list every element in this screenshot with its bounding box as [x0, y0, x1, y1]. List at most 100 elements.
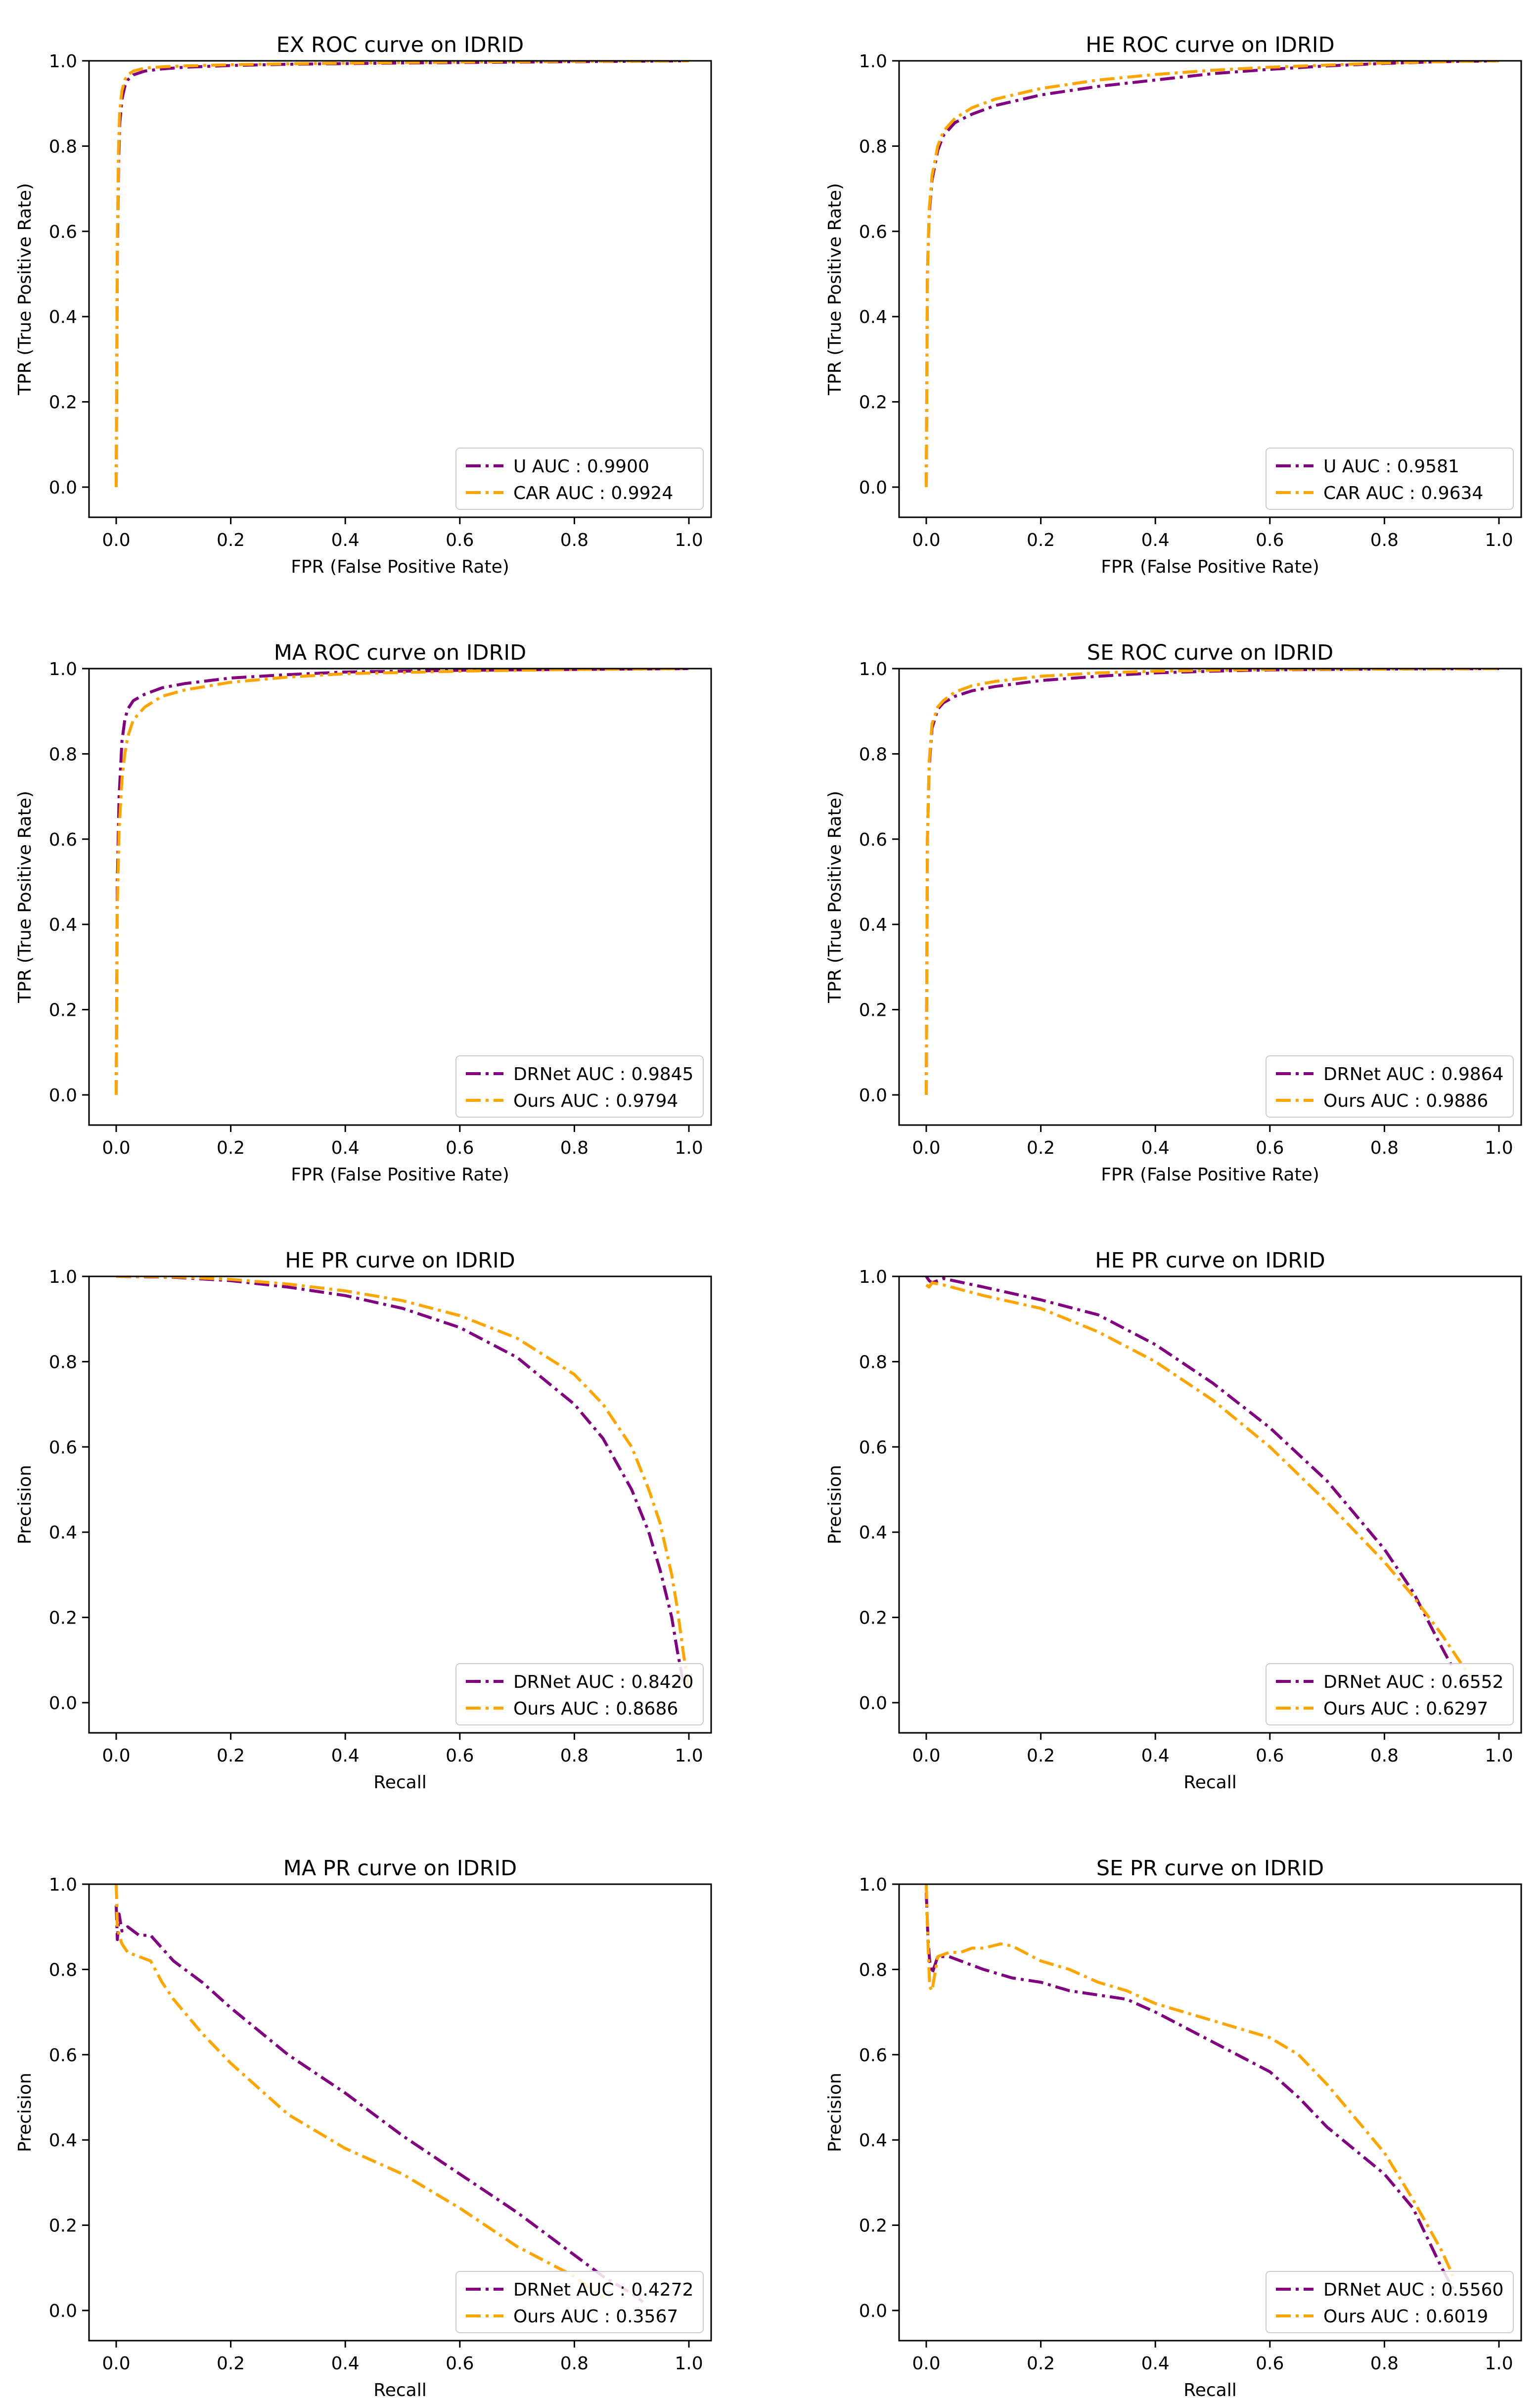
chart-panel-4: 0.0 0.2 0.4 0.6 0.8 1.0 0.0 0.2 0.4 0.6 0.8 1.0 SE R…	[825, 640, 1522, 1185]
plot-frame	[898, 1883, 1522, 2342]
y-tick-label: 0.0	[859, 1086, 887, 1106]
x-axis-label: Recall	[373, 2380, 426, 2398]
y-axis-label: Precision	[825, 2073, 845, 2152]
plot-frame	[898, 1275, 1522, 1734]
y-tick-label: 0.2	[859, 1000, 887, 1021]
legend-box	[455, 1663, 704, 1725]
x-tick-label: 0.2	[217, 1138, 245, 1158]
series-line-2	[925, 1884, 1455, 2277]
x-tick-label: 0.4	[331, 1746, 360, 1766]
legend: U AUC : 0.9900 CAR AUC : 0.9924	[455, 448, 704, 510]
chart-panel-6: 0.0 0.2 0.4 0.6 0.8 1.0 0.0 0.2 0.4 0.6 0.8 1.0 HE P…	[825, 1248, 1522, 1793]
chart-title: MA PR curve on IDRID	[283, 1856, 517, 1881]
x-tick-label: 0.2	[1027, 2353, 1055, 2374]
x-tick-label: 1.0	[1485, 530, 1513, 550]
legend-label-1: U AUC : 0.9581	[1323, 456, 1459, 477]
legend-label-2: Ours AUC : 0.6297	[1323, 1699, 1488, 1719]
x-tick-label: 0.4	[331, 530, 360, 550]
series-line-2	[925, 1281, 1472, 1678]
x-tick-label: 0.4	[1141, 2353, 1170, 2374]
y-tick-label: 0.6	[49, 222, 77, 242]
y-tick-label: 0.8	[49, 744, 77, 765]
x-tick-label: 1.0	[675, 1138, 703, 1158]
y-tick-label: 0.6	[49, 2045, 77, 2066]
y-tick-label: 1.0	[859, 1267, 887, 1287]
y-tick-label: 0.0	[49, 478, 77, 498]
x-tick-label: 1.0	[675, 530, 703, 550]
y-tick-label: 0.6	[49, 1438, 77, 1458]
chart-title: MA ROC curve on IDRID	[274, 640, 526, 665]
y-tick-label: 0.4	[859, 915, 887, 935]
plot-frame	[88, 1275, 712, 1734]
x-tick-label: 0.0	[102, 2353, 130, 2374]
y-axis-label: Precision	[825, 1465, 845, 1544]
legend-label-2: Ours AUC : 0.3567	[513, 2307, 678, 2327]
series-line-2	[115, 1884, 604, 2299]
x-tick-label: 0.2	[217, 1746, 245, 1766]
chart-panel-3: 0.0 0.2 0.4 0.6 0.8 1.0 0.0 0.2 0.4 0.6 0.8 1.0 MA R…	[15, 640, 712, 1185]
x-tick-label: 0.8	[1370, 2353, 1399, 2374]
y-tick-label: 1.0	[859, 659, 887, 679]
y-tick-label: 0.0	[859, 2301, 887, 2321]
y-axis-label: TPR (True Positive Rate)	[825, 791, 845, 1003]
y-tick-label: 0.2	[859, 1608, 887, 1629]
legend-label-2: Ours AUC : 0.9886	[1323, 1091, 1488, 1111]
x-tick-label: 0.4	[331, 1138, 360, 1158]
y-tick-label: 0.8	[859, 1960, 887, 1980]
chart-panel-7: 0.0 0.2 0.4 0.6 0.8 1.0 0.0 0.2 0.4 0.6 0.8 1.0 MA P…	[15, 1856, 712, 2398]
y-axis-label: Precision	[15, 2073, 35, 2152]
x-tick-label: 0.6	[1256, 530, 1284, 550]
x-tick-label: 0.6	[446, 2353, 474, 2374]
y-tick-label: 1.0	[859, 51, 887, 72]
series-line-2	[115, 669, 689, 1095]
legend-label-2: Ours AUC : 0.6019	[1323, 2307, 1488, 2327]
legend: DRNet AUC : 0.5560 Ours AUC : 0.6019	[1266, 2271, 1514, 2333]
y-tick-label: 0.6	[859, 830, 887, 850]
series-line-2	[925, 61, 1499, 488]
x-tick-label: 0.2	[1027, 1138, 1055, 1158]
y-axis-label: TPR (True Positive Rate)	[15, 791, 35, 1003]
y-tick-label: 0.4	[859, 307, 887, 327]
x-tick-label: 1.0	[1485, 2353, 1513, 2374]
x-tick-label: 1.0	[1485, 1138, 1513, 1158]
x-tick-label: 0.4	[1141, 530, 1170, 550]
series-line-1	[116, 1276, 685, 1682]
x-tick-label: 0.6	[1256, 1746, 1284, 1766]
y-tick-label: 0.4	[49, 307, 77, 327]
y-tick-label: 0.2	[49, 1000, 77, 1021]
x-tick-label: 0.2	[1027, 1746, 1055, 1766]
y-tick-label: 0.8	[49, 1352, 77, 1372]
legend-label-2: CAR AUC : 0.9924	[513, 483, 673, 503]
x-tick-label: 0.4	[1141, 1746, 1170, 1766]
y-axis-label: Precision	[15, 1465, 35, 1544]
legend-label-2: CAR AUC : 0.9634	[1323, 483, 1483, 503]
x-tick-label: 0.8	[560, 1138, 589, 1158]
x-tick-label: 1.0	[675, 2353, 703, 2374]
y-tick-label: 1.0	[49, 1875, 77, 1895]
legend-label-2: Ours AUC : 0.8686	[513, 1699, 678, 1719]
x-tick-label: 0.0	[912, 530, 940, 550]
y-tick-label: 0.4	[49, 2130, 77, 2151]
x-tick-label: 0.6	[446, 530, 474, 550]
x-tick-label: 0.4	[331, 2353, 360, 2374]
x-tick-label: 0.0	[102, 1746, 130, 1766]
series-line-1	[115, 669, 689, 1095]
x-tick-label: 0.6	[446, 1746, 474, 1766]
chart-panel-8: 0.0 0.2 0.4 0.6 0.8 1.0 0.0 0.2 0.4 0.6 0.8 1.0 SE P…	[825, 1856, 1522, 2398]
x-axis-label: Recall	[1183, 1772, 1236, 1793]
plot-frame	[88, 668, 712, 1126]
legend-box	[455, 2271, 704, 2333]
series-line-2	[116, 1276, 690, 1690]
legend-box	[1266, 1663, 1514, 1725]
x-tick-label: 0.8	[1370, 530, 1399, 550]
y-tick-label: 0.0	[49, 1086, 77, 1106]
legend: DRNet AUC : 0.9845 Ours AUC : 0.9794	[455, 1055, 704, 1118]
x-tick-label: 0.2	[217, 530, 245, 550]
legend-box	[455, 448, 704, 510]
legend-label-1: DRNet AUC : 0.9864	[1323, 1064, 1503, 1085]
x-tick-label: 0.6	[1256, 2353, 1284, 2374]
x-tick-label: 0.8	[1370, 1746, 1399, 1766]
legend-label-1: DRNet AUC : 0.8420	[513, 1672, 693, 1692]
y-tick-label: 0.2	[859, 2216, 887, 2236]
